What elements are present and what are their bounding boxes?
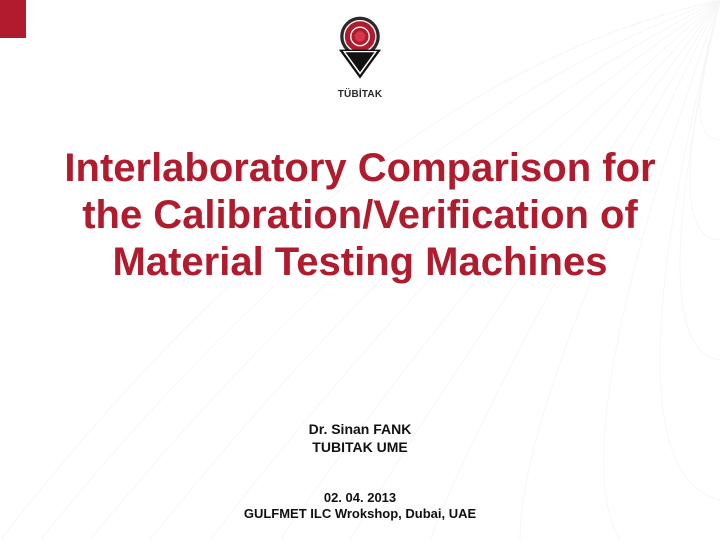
footer-block: 02. 04. 2013 GULFMET ILC Wrokshop, Dubai…: [0, 490, 720, 523]
slide-title: Interlaboratory Comparison for the Calib…: [0, 145, 720, 287]
accent-bar: [0, 0, 26, 38]
author-block: Dr. Sinan FANK TUBITAK UME: [0, 420, 720, 456]
footer-date: 02. 04. 2013: [0, 490, 720, 506]
tubitak-logo-icon: [327, 14, 393, 80]
logo-label: TÜBİTAK: [327, 89, 393, 100]
author-name: Dr. Sinan FANK: [0, 420, 720, 438]
logo: TÜBİTAK: [327, 14, 393, 100]
author-affiliation: TUBITAK UME: [0, 438, 720, 456]
footer-event: GULFMET ILC Wrokshop, Dubai, UAE: [0, 506, 720, 522]
